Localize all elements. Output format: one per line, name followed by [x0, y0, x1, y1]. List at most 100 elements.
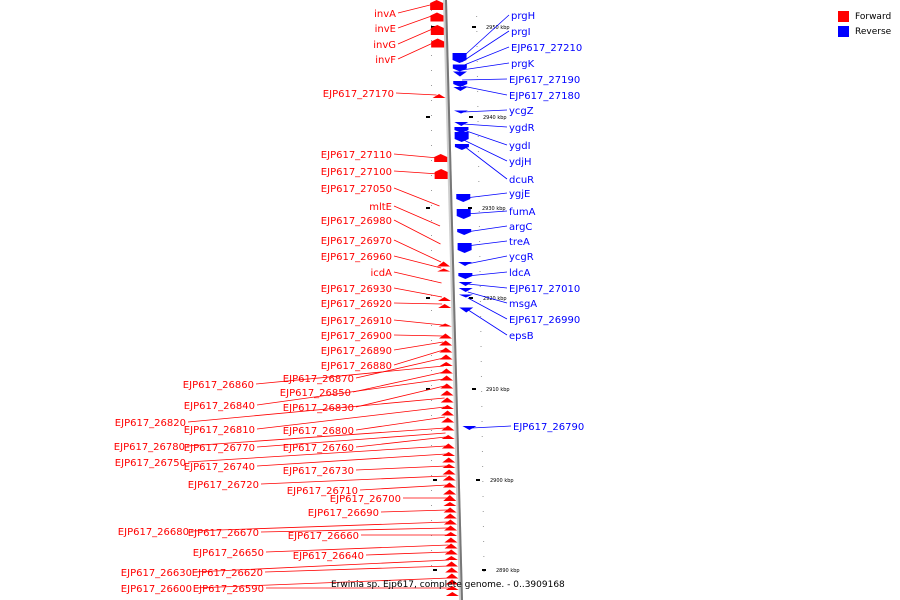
reverse-gene-label: EJP617_26790	[513, 422, 584, 433]
tick-mark-right	[476, 479, 480, 481]
forward-gene-label: EJP617_26780	[114, 442, 185, 453]
forward-gene-feature	[440, 383, 454, 389]
minor-tick-right	[477, 151, 479, 152]
minor-tick-left	[431, 10, 432, 11]
reverse-gene-feature	[454, 144, 469, 150]
reverse-gene-leader	[463, 123, 508, 128]
minor-tick-right	[477, 121, 479, 122]
reverse-gene-leader	[467, 297, 508, 320]
minor-tick-left	[431, 25, 432, 26]
reverse-gene-feature	[454, 122, 469, 126]
forward-gene-leader	[186, 427, 446, 447]
minor-tick-right	[482, 466, 484, 467]
forward-gene-label: EJP617_26860	[183, 380, 254, 391]
forward-gene-leader	[190, 521, 448, 532]
forward-gene-feature	[443, 489, 457, 495]
tick-mark-left	[433, 479, 437, 481]
reverse-gene-leader	[467, 283, 508, 289]
forward-gene-feature	[431, 38, 445, 48]
reverse-gene-feature	[456, 194, 471, 202]
forward-gene-feature	[430, 25, 444, 35]
forward-gene-leader	[265, 544, 449, 553]
forward-gene-feature	[442, 452, 456, 456]
forward-gene-feature	[445, 586, 459, 590]
reverse-gene-feature	[452, 64, 467, 72]
minor-tick-left	[431, 55, 432, 56]
reverse-gene-leader	[462, 85, 508, 96]
minor-tick-right	[478, 166, 480, 167]
forward-gene-label: EJP617_26980	[321, 216, 392, 227]
forward-gene-feature	[441, 435, 455, 439]
tick-mark-right	[482, 569, 486, 571]
forward-gene-leader	[187, 397, 445, 423]
forward-gene-label: EJP617_26910	[321, 316, 392, 327]
reverse-gene-label: EJP617_27210	[511, 43, 582, 54]
forward-gene-feature	[430, 0, 444, 10]
forward-gene-label: EJP617_26850	[280, 388, 351, 399]
forward-gene-label: EJP617_26760	[283, 443, 354, 454]
minor-tick-right	[483, 541, 485, 542]
reverse-gene-label: EJP617_26990	[509, 315, 580, 326]
minor-tick-left	[431, 505, 432, 506]
minor-tick-right	[480, 316, 482, 317]
forward-gene-leader	[397, 14, 435, 29]
forward-gene-label: EJP617_27050	[321, 184, 392, 195]
genome-caption: Erwinia sp. Ejp617, complete genome. - 0…	[331, 580, 565, 590]
forward-gene-label: EJP617_26670	[188, 528, 259, 539]
forward-gene-label: EJP617_26590	[193, 584, 264, 595]
forward-gene-label: EJP617_26770	[184, 443, 255, 454]
forward-gene-label: EJP617_26650	[193, 548, 264, 559]
minor-tick-left	[431, 115, 432, 116]
minor-tick-right	[481, 421, 483, 422]
reverse-gene-feature	[458, 288, 473, 292]
forward-gene-feature	[443, 495, 457, 501]
tick-label: 2930 kbp	[482, 206, 506, 212]
tick-mark-right	[472, 26, 476, 28]
forward-gene-feature	[440, 405, 454, 409]
reverse-gene-leader	[466, 225, 508, 233]
forward-gene-label: EJP617_26880	[321, 361, 392, 372]
legend-label-forward: Forward	[855, 11, 892, 22]
minor-tick-left	[431, 340, 432, 341]
forward-gene-feature	[437, 268, 451, 272]
forward-gene-feature	[434, 169, 448, 179]
minor-tick-left	[431, 580, 432, 581]
minor-tick-left	[431, 235, 432, 236]
reverse-gene-leader	[467, 271, 508, 277]
forward-gene-label: EJP617_27170	[323, 89, 394, 100]
forward-gene-label: EJP617_26740	[184, 462, 255, 473]
minor-tick-right	[483, 586, 485, 587]
minor-tick-right	[481, 451, 483, 452]
forward-gene-leader	[397, 3, 435, 14]
forward-gene-label: invE	[375, 24, 396, 35]
minor-tick-right	[476, 16, 478, 17]
forward-gene-leader	[355, 436, 446, 448]
reverse-gene-feature	[453, 110, 468, 114]
legend-item-reverse: Reverse	[838, 24, 891, 39]
reverse-gene-feature	[452, 53, 467, 63]
minor-tick-left	[431, 355, 432, 356]
reverse-gene-label: ygdI	[509, 141, 531, 152]
reverse-gene-leader	[471, 425, 512, 429]
minor-tick-right	[480, 361, 482, 362]
reverse-gene-label: ygdR	[509, 123, 535, 134]
minor-tick-left	[431, 370, 432, 371]
forward-gene-feature	[443, 513, 457, 519]
forward-gene-leader	[260, 527, 449, 533]
forward-gene-label: EJP617_26680	[118, 527, 189, 538]
axis-line	[445, 0, 463, 600]
reverse-gene-feature	[457, 243, 472, 253]
forward-gene-leader	[395, 92, 437, 96]
legend-item-forward: Forward	[838, 9, 891, 24]
forward-gene-feature	[442, 475, 456, 481]
forward-gene-label: invG	[373, 40, 396, 51]
reverse-gene-feature	[458, 294, 473, 298]
forward-gene-feature	[444, 556, 458, 560]
minor-tick-right	[479, 301, 481, 302]
forward-gene-feature	[437, 261, 451, 267]
tick-mark-right	[469, 297, 473, 299]
forward-gene-label: EJP617_27100	[321, 167, 392, 178]
forward-gene-feature	[441, 410, 455, 416]
minor-tick-right	[481, 406, 483, 407]
tick-mark-left	[426, 207, 430, 209]
